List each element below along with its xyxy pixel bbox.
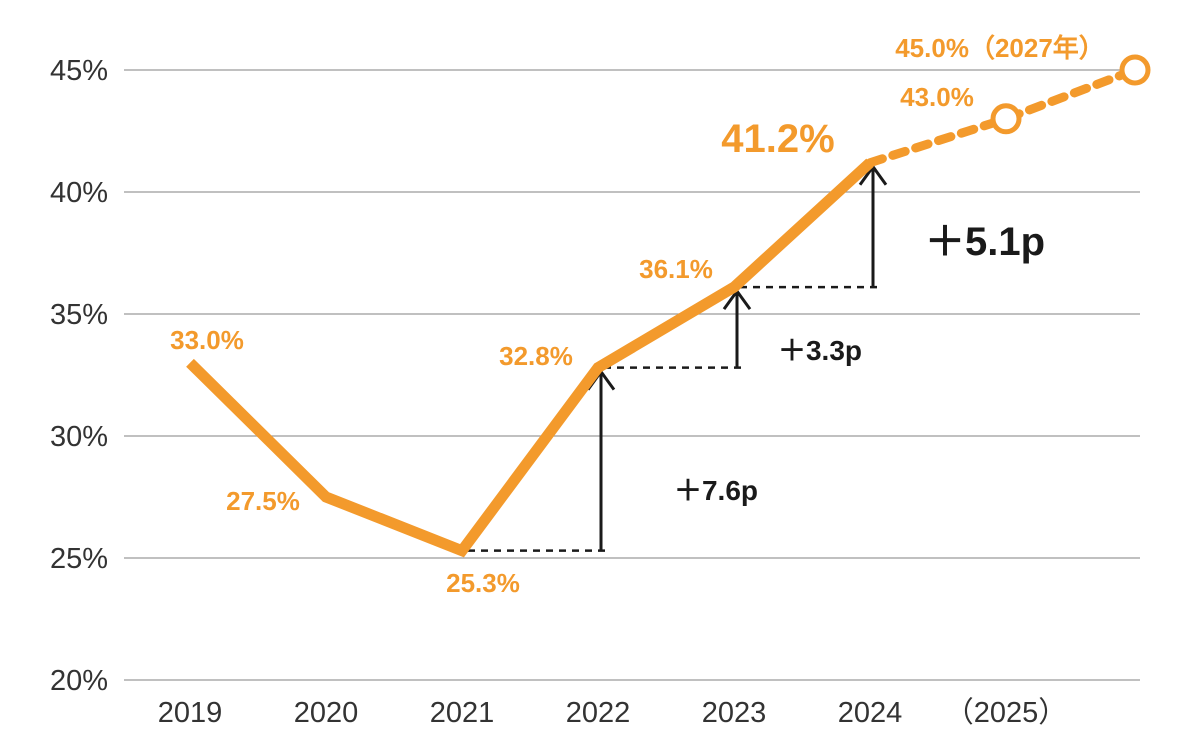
data-label: 33.0% <box>170 325 244 355</box>
x-tick-label: 2022 <box>566 697 631 729</box>
gridlines <box>124 69 1140 681</box>
y-tick-label: 45% <box>50 55 108 87</box>
data-label: 36.1% <box>639 254 713 284</box>
y-axis-ticks: 20% 25% 30% 35% 40% 45% <box>50 55 108 697</box>
x-tick-label: 2023 <box>702 697 767 729</box>
delta-label: ＋3.3p <box>778 335 862 366</box>
target-data-label: 45.0%（2027年） <box>895 33 1105 63</box>
x-tick-label: 2024 <box>838 697 903 729</box>
target-point-marker-2 <box>1119 54 1151 86</box>
x-tick-label: 2020 <box>294 697 359 729</box>
y-tick-label: 40% <box>50 177 108 209</box>
y-tick-label: 35% <box>50 299 108 331</box>
data-label: 32.8% <box>499 341 573 371</box>
y-tick-label: 30% <box>50 421 108 453</box>
delta-label: ＋7.6p <box>674 475 758 506</box>
data-labels: ＋7.6p ＋3.3p ＋5.1p 33.0% 27.5% 25.3% 32.8% 36.1%… <box>170 33 1105 598</box>
delta-label: ＋5.1p <box>925 220 1045 264</box>
series-lines <box>186 54 1151 558</box>
data-label: 41.2% <box>721 117 834 161</box>
y-tick-label: 20% <box>50 665 108 697</box>
x-tick-label: （2025） <box>945 697 1068 729</box>
x-tick-label: 2019 <box>158 697 223 729</box>
data-label: 25.3% <box>446 568 520 598</box>
data-label: 27.5% <box>226 486 300 516</box>
y-tick-label: 25% <box>50 543 108 575</box>
x-axis-ticks: 2019 2020 2021 2022 2023 2024 （2025） <box>158 697 1068 729</box>
actual-series-line <box>186 158 874 558</box>
target-data-label: 43.0% <box>900 82 974 112</box>
target-point-marker-1 <box>990 103 1022 135</box>
x-tick-label: 2021 <box>430 697 495 729</box>
